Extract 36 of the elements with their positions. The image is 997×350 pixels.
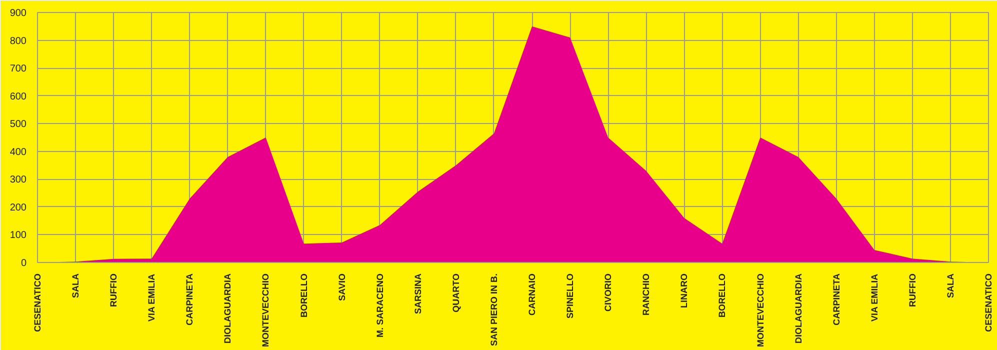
x-tick-label: VIA EMILIA xyxy=(869,273,880,322)
x-tick-label: SALA xyxy=(70,273,81,298)
x-tick-label: DIOLAGUARDIA xyxy=(793,273,804,344)
x-tick-label: CIVORIO xyxy=(603,273,614,312)
x-tick-label: LINARO xyxy=(679,273,690,308)
x-tick-label: MONTEVECCHIO xyxy=(260,273,271,348)
x-tick-label: BORELLO xyxy=(717,274,728,318)
x-tick-label: SPINELLO xyxy=(565,273,576,319)
x-tick-label: SAVIO xyxy=(336,273,347,301)
x-tick-label: QUARTO xyxy=(450,273,461,312)
x-tick-label: RUFFIO xyxy=(907,273,918,307)
x-tick-label: RANCHIO xyxy=(641,274,652,316)
y-tick-label: 900 xyxy=(10,8,27,19)
y-tick-label: 400 xyxy=(10,146,27,158)
y-tick-label: 600 xyxy=(10,91,27,102)
x-tick-label: CARPINETA xyxy=(184,273,195,326)
y-tick-label: 500 xyxy=(10,119,27,130)
y-tick-label: 0 xyxy=(20,258,27,269)
x-tick-label: RUFFIO xyxy=(108,273,119,307)
x-tick-label: CARNAIO xyxy=(527,274,538,316)
x-tick-label: M. SARACENO xyxy=(374,273,385,338)
x-tick-label: CESENATICO xyxy=(32,273,42,332)
y-tick-label: 800 xyxy=(10,36,27,47)
x-tick-label: CARPINETA xyxy=(831,273,842,326)
x-tick-label: SALA xyxy=(945,273,956,298)
x-tick-label: BORELLO xyxy=(298,274,309,318)
x-tick-label: SAN PIERO IN B. xyxy=(488,273,499,346)
x-tick-label: DIOLAGUARDIA xyxy=(222,273,233,344)
y-tick-label: 100 xyxy=(10,230,27,242)
x-tick-label: VIA EMILIA xyxy=(146,273,157,322)
y-tick-label: 200 xyxy=(10,202,27,214)
y-tick-label: 300 xyxy=(10,174,27,186)
x-tick-label: CESENATICO xyxy=(984,273,994,332)
y-tick-label: 700 xyxy=(10,64,27,75)
x-tick-label: MONTEVECCHIO xyxy=(755,273,766,348)
x-tick-label: SARSINA xyxy=(412,273,423,314)
